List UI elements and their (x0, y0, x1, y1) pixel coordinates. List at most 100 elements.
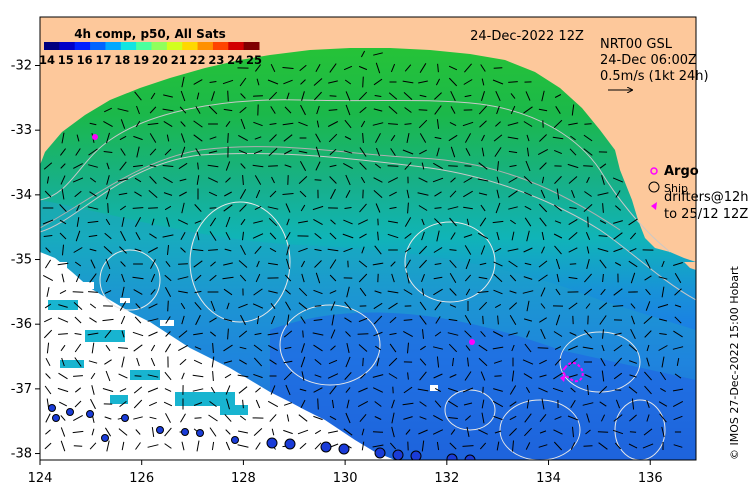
current-vector (422, 329, 424, 339)
current-vector (372, 444, 384, 448)
current-vector (493, 273, 503, 283)
current-vector (389, 206, 397, 210)
current-vector (178, 344, 188, 352)
colorbar-swatch (105, 42, 122, 50)
current-vector (314, 233, 322, 239)
current-vector (523, 318, 533, 322)
current-vector (178, 330, 188, 338)
current-vector (597, 248, 609, 252)
current-vector (242, 399, 244, 409)
current-vector (268, 344, 278, 352)
current-vector (328, 430, 338, 434)
y-tick-label: -34 (11, 188, 32, 203)
current-vector (225, 441, 231, 451)
current-vector (448, 77, 458, 87)
current-vector (343, 150, 353, 154)
current-vector (421, 274, 425, 282)
current-vector (524, 413, 532, 423)
current-vector (511, 344, 515, 352)
current-vector (523, 106, 533, 114)
current-vector (555, 314, 561, 326)
current-vector (209, 217, 217, 227)
current-vector (602, 329, 604, 339)
current-vector (147, 444, 159, 448)
current-vector (91, 428, 95, 436)
current-vector (298, 287, 308, 297)
current-vector (134, 191, 142, 197)
current-vector (118, 373, 128, 379)
current-vector (510, 105, 516, 115)
current-vector (285, 289, 291, 295)
current-vector (103, 107, 113, 113)
current-vector (660, 387, 666, 393)
ship-marker (320, 441, 332, 453)
current-vector (59, 219, 67, 225)
current-vector (314, 260, 322, 268)
current-vector (421, 440, 425, 452)
current-vector (391, 412, 395, 424)
current-vector (492, 79, 504, 85)
current-vector (375, 203, 381, 213)
current-vector (659, 333, 667, 335)
current-vector (359, 413, 367, 423)
current-vector (180, 232, 186, 240)
current-vector (88, 148, 98, 156)
current-vector (239, 359, 247, 365)
current-vector (540, 303, 546, 309)
current-vector (417, 192, 429, 196)
current-vector (178, 263, 188, 265)
current-vector (74, 190, 82, 198)
current-vector (134, 177, 142, 183)
current-vector (568, 176, 578, 184)
colorbar-swatch (228, 42, 245, 50)
current-vector (329, 232, 337, 240)
current-vector (256, 315, 260, 325)
current-vector (465, 288, 471, 296)
current-vector (254, 332, 262, 336)
current-vector (102, 388, 114, 392)
current-vector (554, 94, 562, 98)
ship-marker (446, 453, 458, 460)
ship-marker (410, 450, 422, 460)
current-vector (435, 316, 441, 324)
current-vector (225, 121, 231, 127)
current-vector (464, 245, 472, 255)
current-vector (134, 217, 142, 227)
current-vector (673, 415, 683, 421)
current-vector (463, 79, 473, 85)
current-vector (208, 105, 218, 115)
current-vector (509, 385, 517, 395)
current-vector (149, 233, 157, 239)
colorbar-tick-label: 25 (246, 53, 262, 67)
current-vector (208, 191, 218, 197)
current-vector (586, 246, 590, 254)
current-vector (418, 429, 428, 435)
current-legend-time: 24-Dec 06:00Z (600, 53, 697, 68)
current-vector (541, 90, 545, 102)
current-vector (178, 290, 188, 294)
current-vector (345, 356, 351, 368)
current-vector (286, 258, 290, 270)
current-vector (436, 147, 440, 157)
current-vector (134, 91, 142, 101)
current-vector (194, 417, 202, 419)
current-vector (449, 121, 457, 127)
current-vector (134, 316, 142, 324)
current-vector (345, 174, 351, 186)
current-vector (658, 318, 668, 322)
current-vector (449, 273, 457, 283)
current-vector (464, 371, 472, 381)
current-vector (436, 119, 440, 129)
current-vector (511, 231, 515, 241)
current-vector (526, 147, 530, 157)
current-vector (73, 414, 83, 422)
current-vector (373, 331, 383, 337)
current-vector (194, 274, 202, 282)
current-vector (180, 146, 186, 158)
current-vector (253, 428, 263, 436)
current-vector (298, 220, 308, 224)
current-vector (602, 203, 604, 213)
current-vector (450, 146, 456, 158)
current-vector (358, 91, 368, 101)
current-vector (238, 386, 248, 394)
